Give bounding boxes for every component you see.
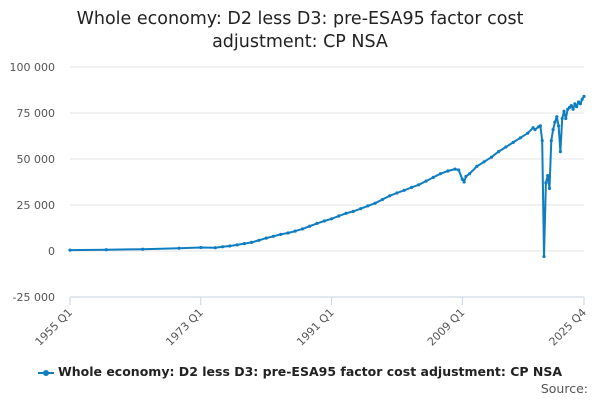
data-point	[551, 128, 555, 132]
data-point	[104, 248, 108, 252]
data-point	[221, 245, 225, 249]
x-tick-label: 1955 Q1	[33, 306, 76, 349]
data-point	[546, 174, 550, 178]
data-point	[344, 211, 348, 215]
data-point	[315, 221, 319, 225]
data-point	[573, 102, 577, 106]
x-tick-label: 1973 Q1	[163, 306, 206, 349]
data-point	[462, 180, 466, 184]
data-point	[457, 168, 461, 172]
chart-title: Whole economy: D2 less D3: pre-ESA95 fac…	[0, 8, 600, 54]
data-point	[329, 217, 334, 221]
data-point	[417, 183, 421, 187]
data-point	[264, 236, 268, 240]
data-point	[177, 246, 181, 250]
data-point	[489, 155, 493, 159]
data-point	[286, 231, 290, 235]
data-point	[557, 124, 561, 128]
data-point	[580, 97, 584, 101]
data-point	[424, 179, 428, 183]
data-point	[575, 105, 579, 109]
source-label: Source:	[540, 381, 588, 396]
data-point	[569, 104, 573, 108]
legend[interactable]: Whole economy: D2 less D3: pre-ESA95 fac…	[0, 364, 600, 379]
data-point	[549, 139, 553, 143]
y-tick-label: 25 000	[17, 199, 56, 212]
y-tick-label: 0	[48, 245, 55, 258]
data-point	[533, 128, 537, 132]
data-point	[544, 181, 548, 185]
data-point	[300, 227, 305, 231]
data-point	[560, 116, 564, 121]
data-point	[409, 185, 414, 190]
data-point	[402, 188, 406, 192]
data-point	[518, 136, 523, 140]
data-point	[213, 246, 217, 250]
data-point	[351, 209, 355, 213]
data-point	[68, 248, 72, 252]
y-tick-label: 50 000	[17, 153, 56, 166]
data-point	[540, 139, 544, 143]
data-point	[257, 238, 261, 242]
y-tick-label: 100 000	[10, 61, 56, 74]
data-point	[293, 229, 297, 233]
data-point	[497, 150, 501, 154]
data-point	[468, 172, 472, 176]
x-tick-label: 1991 Q1	[294, 306, 337, 349]
data-point	[271, 234, 275, 238]
data-point	[228, 244, 232, 248]
series-line	[69, 95, 585, 258]
chart-title-line-2: adjustment: CP NSA	[212, 32, 388, 52]
data-point	[482, 160, 486, 164]
data-point	[446, 169, 450, 173]
data-point	[571, 107, 575, 111]
data-point	[235, 243, 239, 247]
data-point	[562, 109, 566, 113]
data-point	[453, 167, 457, 171]
data-point	[542, 254, 546, 259]
data-point	[511, 140, 515, 144]
data-point	[578, 102, 583, 106]
data-point	[242, 242, 246, 246]
data-point	[380, 197, 384, 202]
x-tick-label: 2009 Q1	[425, 306, 468, 349]
data-point	[558, 150, 563, 154]
data-point	[475, 164, 479, 168]
data-point	[526, 131, 530, 135]
data-point	[322, 219, 326, 223]
data-point	[308, 224, 312, 228]
data-point	[366, 204, 370, 208]
data-point	[438, 172, 443, 176]
data-point	[547, 186, 552, 190]
series-layer	[68, 94, 586, 259]
data-point	[582, 94, 586, 98]
chart-title-line-1: Whole economy: D2 less D3: pre-ESA95 fac…	[76, 9, 524, 29]
data-point	[359, 207, 363, 211]
data-point	[464, 174, 468, 179]
legend-label: Whole economy: D2 less D3: pre-ESA95 fac…	[57, 364, 563, 379]
data-point	[553, 120, 557, 124]
legend-series-marker	[37, 368, 54, 378]
data-point	[141, 247, 145, 251]
data-point	[538, 124, 543, 128]
data-point	[555, 115, 559, 119]
data-point	[504, 145, 508, 149]
data-point	[337, 214, 341, 218]
data-point	[199, 245, 203, 250]
y-tick-label: 75 000	[17, 107, 56, 120]
grid-lines	[70, 66, 584, 298]
data-point	[250, 240, 254, 244]
data-point	[279, 232, 283, 236]
x-tick-label: 2025 Q4	[547, 306, 590, 349]
data-point	[373, 201, 377, 205]
y-tick-label: -25 000	[13, 291, 55, 304]
data-point	[395, 191, 399, 195]
data-point	[460, 177, 464, 181]
data-point	[388, 194, 392, 198]
data-point	[431, 175, 435, 179]
data-point	[564, 116, 568, 121]
